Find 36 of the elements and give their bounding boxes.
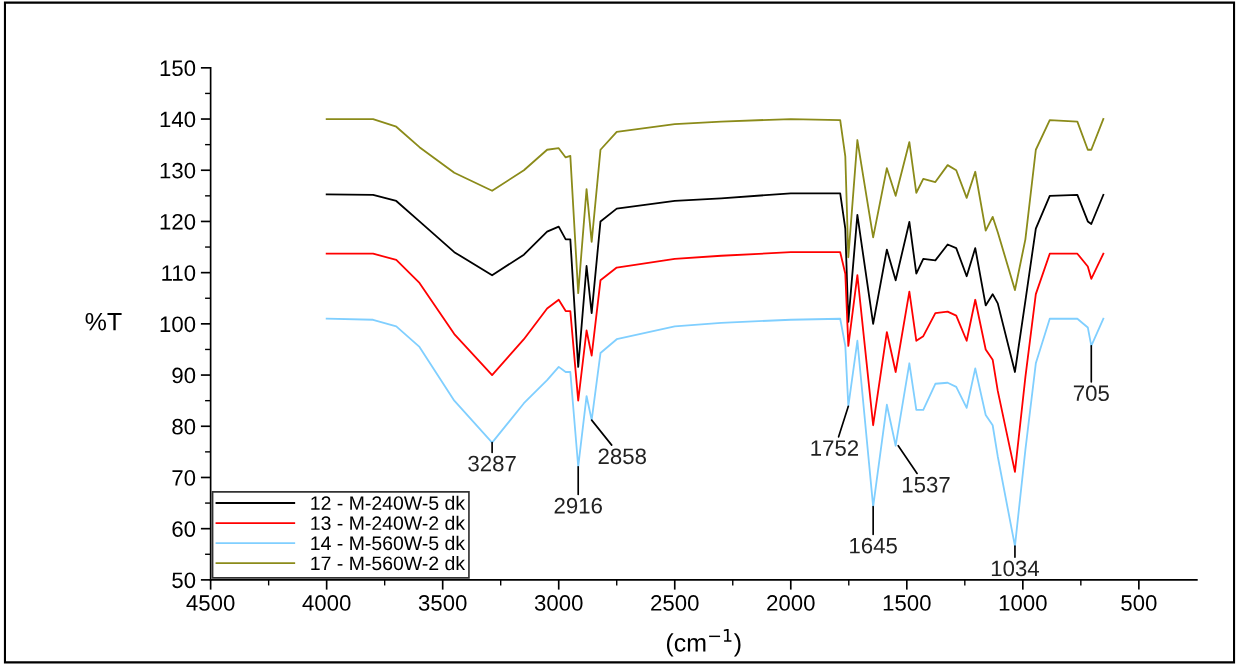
annotation: 2916 (554, 497, 602, 514)
y-tick-label: 50 (172, 572, 196, 589)
x-axis-title: (cm$^{−1}$) (666, 629, 741, 657)
y-tick-label: 80 (172, 418, 196, 435)
legend-label: 12 - M-240W-5 dk (311, 495, 466, 510)
annotation: 1645 (850, 537, 897, 554)
x-tick-label: 2000 (767, 595, 815, 611)
x-tick-label: 4000 (302, 595, 351, 611)
x-tick-label: 4500 (186, 595, 235, 611)
y-tick-label: 130 (160, 162, 196, 179)
y-tick-label: 60 (172, 521, 196, 537)
x-tick-label: 3000 (534, 595, 583, 611)
x-tick-label: 1500 (883, 595, 931, 611)
line-series (325, 192, 1105, 373)
x-tick-label: 500 (1121, 595, 1157, 611)
legend-label: 17 - M-560W-2 dk (311, 555, 466, 571)
x-tick-label: 2500 (651, 595, 699, 611)
x-tick-label: 3500 (418, 595, 467, 611)
y-tick-label: 90 (172, 367, 196, 384)
legend-label: 14 - M-560W-5 dk (311, 535, 466, 551)
legend-label: 13 - M-240W-2 dk (311, 515, 466, 531)
annotation: 2858 (598, 448, 646, 465)
y-tick-label: 70 (172, 470, 196, 486)
annotation: 1752 (811, 440, 859, 456)
y-tick-label: 100 (160, 316, 196, 333)
annotation: 1537 (902, 476, 950, 493)
annotation: 3287 (468, 455, 516, 472)
annotation: 705 (1073, 385, 1109, 402)
y-tick-label: 150 (160, 60, 196, 77)
y-tick-label: 140 (160, 111, 196, 128)
line-series (325, 118, 1105, 295)
x-tick-label: 1000 (999, 595, 1047, 611)
annotation: 1034 (991, 560, 1040, 577)
y-tick-label: 110 (162, 265, 196, 281)
y-tick-label: 120 (160, 213, 196, 230)
y-axis-title: %T (85, 312, 122, 331)
